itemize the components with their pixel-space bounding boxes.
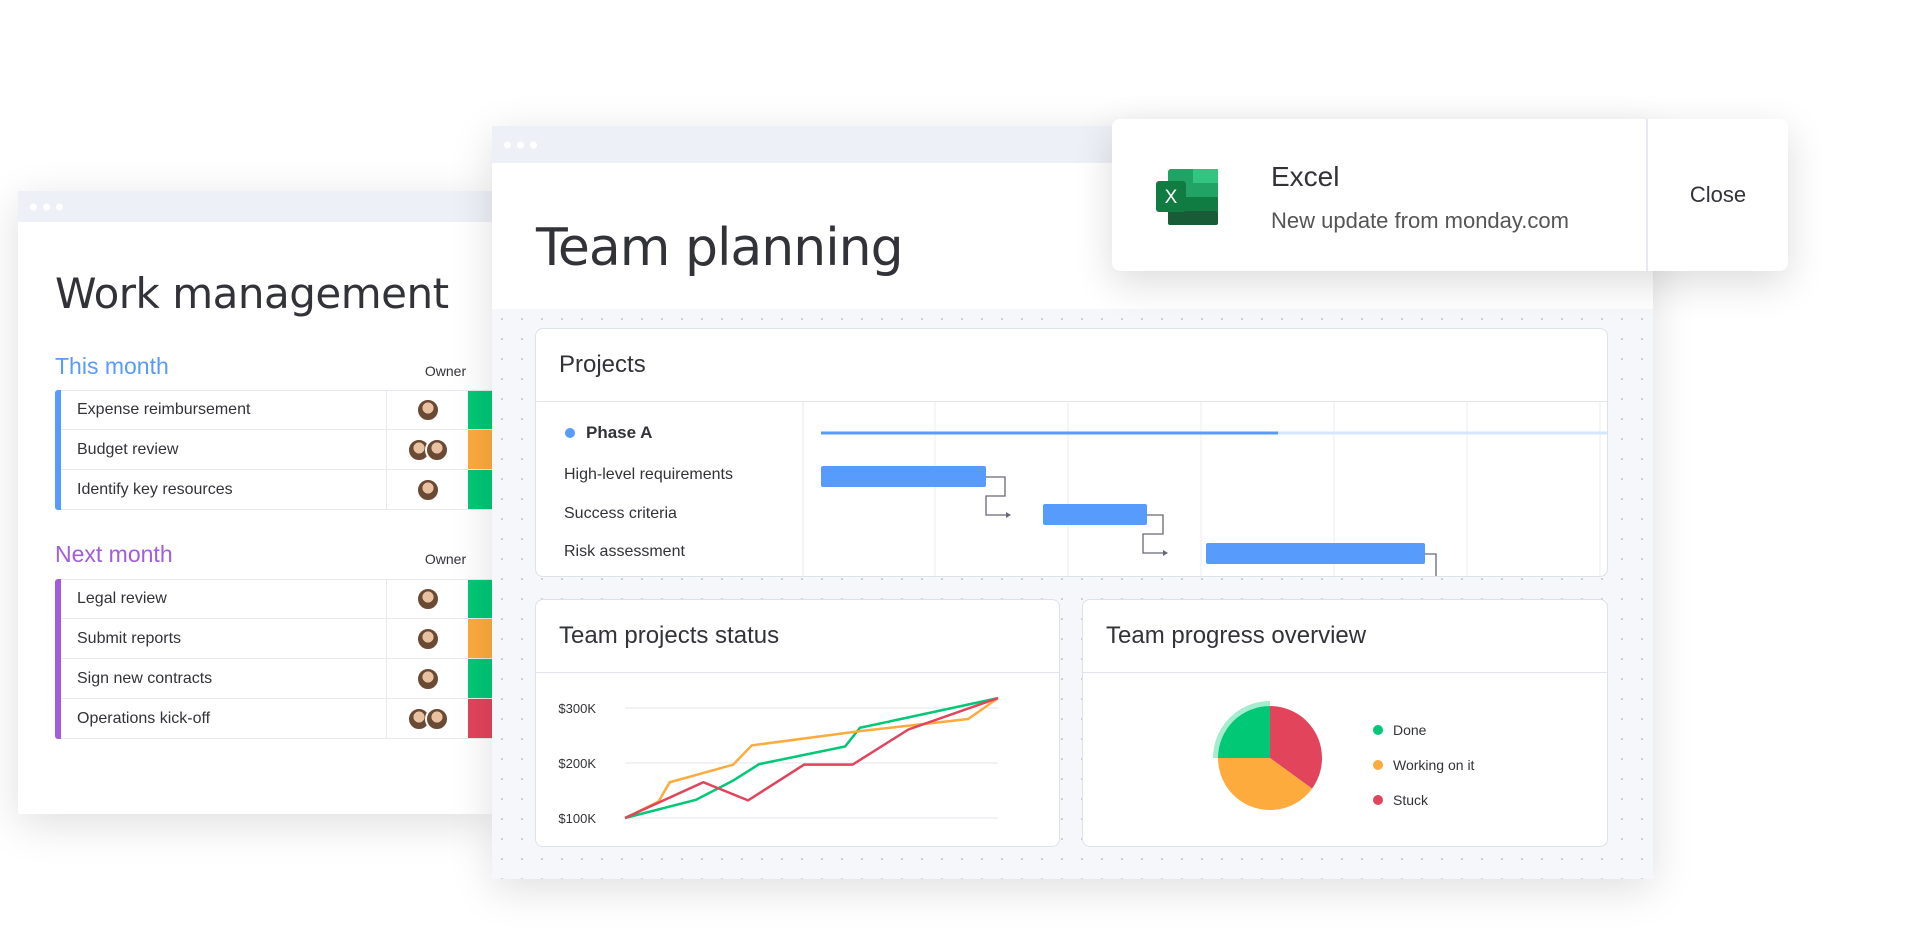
status-cell[interactable] [468, 430, 492, 469]
gantt-chart [565, 402, 1607, 576]
avatar [415, 398, 440, 422]
series-line-2 [624, 696, 999, 820]
series-line-0 [624, 696, 999, 820]
table-row[interactable]: Submit reports [61, 619, 492, 659]
item-name[interactable]: Submit reports [61, 619, 387, 658]
projects-card: Projects Phase A High-level requirements… [535, 328, 1608, 577]
owner-cell[interactable] [387, 437, 468, 462]
owner-cell[interactable] [387, 626, 468, 651]
owner-column-header: Owner [424, 551, 467, 567]
task-label: Success criteria [564, 505, 677, 522]
pie-legend: Done Working on it Stuck [1373, 712, 1474, 817]
owner-cell[interactable] [387, 398, 468, 422]
item-name[interactable]: Expense reimbursement [61, 391, 387, 429]
card-title: Team progress overview [1083, 600, 1607, 673]
avatar [415, 626, 440, 651]
table-row[interactable]: Budget review [61, 430, 492, 470]
legend-item: Done [1373, 712, 1474, 747]
task-label: Risk assessment [564, 543, 685, 560]
table-row[interactable]: Legal review [61, 579, 492, 619]
pie-slice-done [1218, 706, 1270, 758]
owner-column-header: Owner [424, 363, 467, 379]
avatar [424, 437, 449, 462]
notification-message: New update from monday.com [1271, 208, 1569, 233]
pie-chart [1213, 701, 1322, 810]
group-next-month: Legal review Submit reports Sign new contr… [55, 579, 492, 739]
status-cell[interactable] [468, 470, 492, 509]
series-line-1 [624, 697, 999, 820]
excel-notification: X Excel New update from monday.com Close [1112, 119, 1788, 271]
phase-dot-icon [565, 428, 575, 438]
avatar [415, 666, 440, 691]
owner-cell[interactable] [387, 587, 468, 611]
excel-icon: X [1156, 169, 1218, 225]
gantt-bar-risk-assessment[interactable] [1206, 543, 1425, 564]
avatar [415, 477, 440, 502]
legend-item: Stuck [1373, 782, 1474, 817]
status-cell[interactable] [468, 580, 492, 618]
task-label: High-level requirements [564, 466, 733, 483]
owner-cell[interactable] [387, 706, 468, 731]
status-cell[interactable] [468, 619, 492, 658]
work-management-window: Work management This month Owner Expense… [18, 191, 492, 814]
table-row[interactable]: Sign new contracts [61, 659, 492, 699]
legend-label: Working on it [1393, 756, 1475, 773]
group-this-month: Expense reimbursement Budget review Identi… [55, 390, 492, 510]
y-tick-label: $100K [558, 811, 596, 826]
group-title-this-month[interactable]: This month [55, 353, 169, 379]
owner-cell[interactable] [387, 477, 468, 502]
table-row[interactable]: Expense reimbursement [61, 390, 492, 430]
status-cell[interactable] [468, 659, 492, 698]
status-cell[interactable] [468, 699, 492, 738]
gantt-bar-success-criteria[interactable] [1043, 504, 1147, 525]
page-title: Work management [55, 269, 449, 318]
legend-dot-icon [1373, 759, 1383, 770]
table-row[interactable]: Operations kick-off [61, 699, 492, 739]
window-titlebar [18, 191, 492, 222]
item-name[interactable]: Sign new contracts [61, 659, 387, 698]
notification-app-name: Excel [1271, 161, 1340, 192]
legend-dot-icon [1373, 724, 1383, 735]
owner-cell[interactable] [387, 666, 468, 691]
table-row[interactable]: Identify key resources [61, 470, 492, 510]
close-button[interactable]: Close [1689, 182, 1747, 207]
line-chart: $100K $200K $300K [558, 696, 999, 826]
svg-text:X: X [1165, 187, 1178, 208]
dependency-arrows [985, 476, 1437, 576]
legend-label: Done [1393, 721, 1427, 738]
phase-label: Phase A [586, 423, 653, 442]
item-name[interactable]: Budget review [61, 430, 387, 469]
gantt-bar-high-level-requirements[interactable] [821, 466, 986, 487]
legend-item: Working on it [1373, 747, 1474, 782]
legend-dot-icon [1373, 794, 1383, 805]
card-title: Projects [536, 329, 1607, 402]
team-planning-window: Team planning Projects Phase A High-leve… [492, 126, 1653, 879]
legend-label: Stuck [1393, 791, 1429, 808]
card-title: Team projects status [536, 600, 1059, 673]
pie-highlight [1213, 701, 1270, 758]
page-title: Team planning [536, 218, 904, 278]
y-tick-label: $300K [558, 701, 596, 716]
item-name[interactable]: Identify key resources [61, 470, 387, 509]
team-progress-overview-card: Team progress overview Done Working on it… [1082, 599, 1608, 847]
avatar [424, 706, 449, 731]
status-cell[interactable] [468, 391, 492, 429]
group-title-next-month[interactable]: Next month [55, 541, 173, 567]
item-name[interactable]: Legal review [61, 580, 387, 618]
pie-slice-working-on-it [1218, 758, 1313, 810]
team-projects-status-card: Team projects status $100K $200K $300K [535, 599, 1060, 847]
pie-slice-stuck [1270, 706, 1322, 789]
avatar [415, 587, 440, 611]
item-name[interactable]: Operations kick-off [61, 699, 387, 738]
y-tick-label: $200K [558, 756, 596, 771]
